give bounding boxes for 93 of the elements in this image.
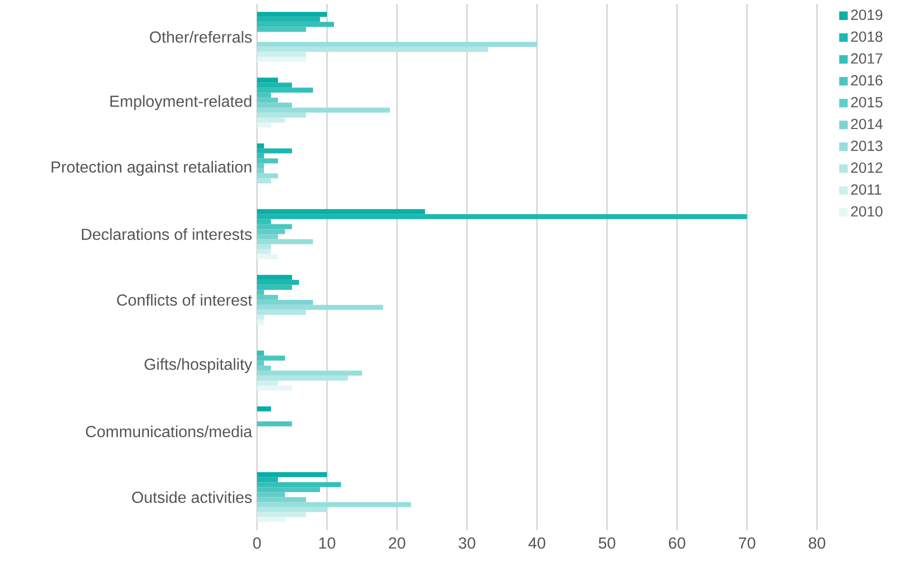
bar [257,304,383,310]
bar [257,254,278,260]
y-tick-label: Communications/media [86,426,252,438]
x-tick-label: 40 [528,537,546,549]
bar [257,274,292,280]
y-tick-label: Outside activities [132,491,252,503]
bar [257,244,271,250]
bar [257,46,488,52]
bar [257,234,278,240]
bar [257,314,264,320]
bar [257,92,271,98]
bar [257,512,306,518]
bar [257,380,278,386]
bar [257,173,278,178]
bar [257,168,264,174]
bar [257,82,292,88]
legend-label: 2010 [851,206,882,217]
x-tick-label: 30 [458,537,476,549]
bar [257,148,292,154]
bar [257,280,299,285]
bar [257,386,292,391]
bar [257,219,271,224]
bar [257,294,278,300]
legend-label: 2018 [851,31,882,42]
bar [257,482,341,488]
bar [257,517,285,522]
bar [257,421,292,426]
bar [257,209,425,214]
bar [257,214,747,220]
bar [257,472,327,478]
bar [257,143,264,148]
bar [257,239,313,244]
legend-label: 2016 [851,75,882,86]
bar [257,366,271,371]
y-tick-label: Other/referrals [150,31,252,43]
x-tick-label: 0 [253,537,261,549]
bar [257,153,264,158]
bar [257,118,285,123]
y-tick-label: Employment-related [110,95,252,110]
bar [257,26,306,32]
bar [257,290,264,295]
bar [257,78,278,83]
bar [257,224,292,230]
bar [257,229,285,234]
bar [257,56,306,62]
legend-label: 2011 [851,184,882,195]
bar [257,320,264,325]
bar [257,108,390,113]
bar [257,178,271,184]
bar [257,122,271,128]
bar [257,507,327,512]
bar [257,502,411,508]
bar [257,310,306,315]
bar [257,12,327,17]
legend-label: 2014 [851,118,883,130]
bar [257,158,278,164]
y-tick-label: Declarations of interests [82,228,252,240]
legend-label: 2012 [851,162,882,173]
bar [257,492,285,498]
bar [257,22,334,27]
y-tick-label: Conflicts of interest [117,294,252,306]
bar [257,300,313,305]
bar [257,102,292,108]
legend-label: 2013 [851,140,882,152]
x-tick-label: 10 [319,537,336,549]
x-tick-label: 60 [668,537,686,549]
bar [257,249,271,254]
bar [257,360,264,366]
legend-label: 2019 [851,10,882,20]
bar [257,406,271,412]
bar [257,284,292,290]
x-tick-label: 20 [388,537,406,549]
bar [257,112,306,118]
bar [257,356,285,361]
bar [257,477,278,482]
bar [257,88,313,93]
bar [257,42,537,47]
x-tick-label: 70 [738,537,756,549]
bar [257,497,306,502]
bar [257,376,348,381]
x-tick-label: 80 [808,537,826,549]
bar [257,163,264,168]
bar [257,16,320,22]
legend-label: 2017 [851,53,882,64]
bar [257,52,306,57]
legend-label: 2015 [851,96,882,108]
bar [257,98,278,103]
x-tick-label: 50 [598,537,616,549]
bar [257,350,264,356]
y-tick-label: Protection against retaliation [52,160,252,176]
bar [257,370,362,376]
y-tick-label: Gifts/hospitality [144,358,252,374]
bar [257,487,320,492]
